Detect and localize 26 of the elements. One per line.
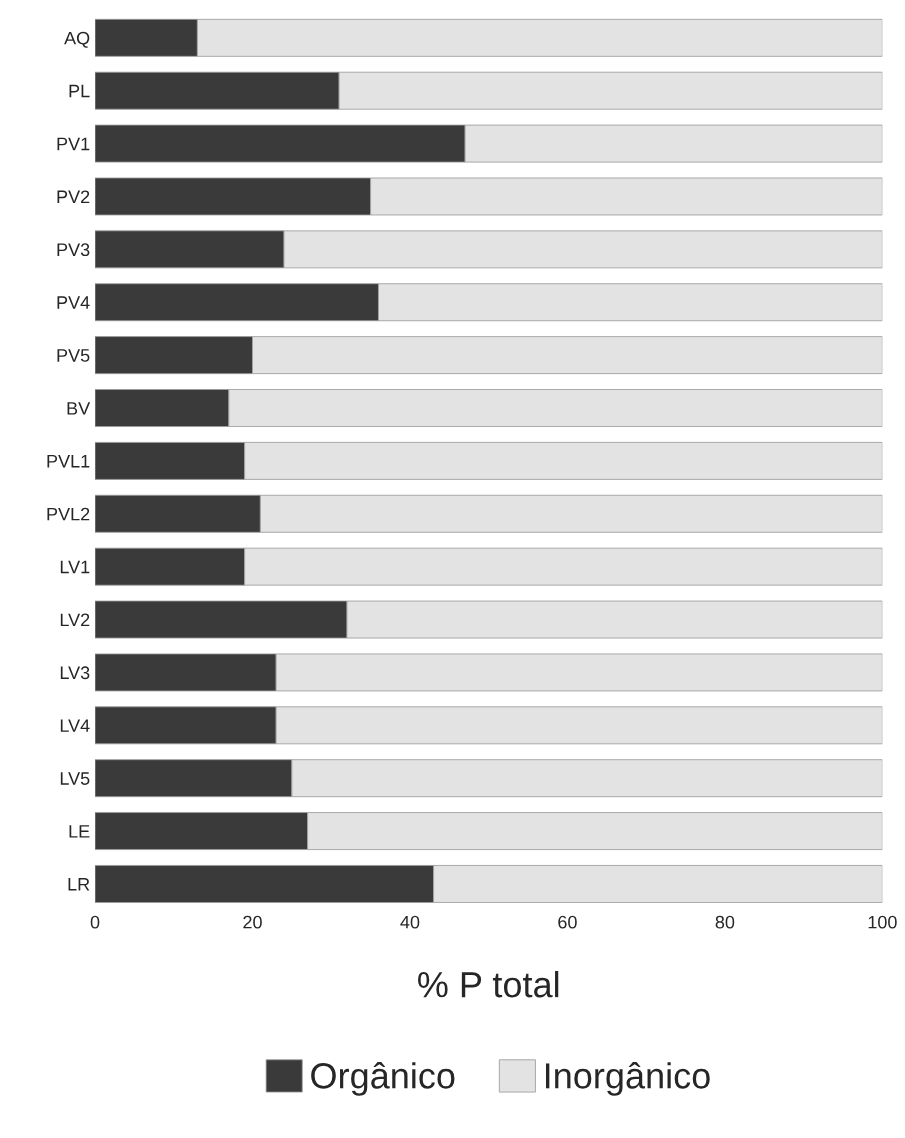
x-tick-label: 80 [715, 915, 735, 929]
y-tick-label: PV2 [57, 190, 90, 204]
y-tick-label: PV1 [57, 137, 90, 151]
y-tick-label: LV3 [60, 666, 90, 680]
x-axis-title: % P total [418, 970, 559, 998]
y-tick-label: PVL1 [47, 455, 90, 468]
y-tick-label: LV1 [60, 560, 90, 574]
x-tick-label: 40 [400, 915, 420, 929]
legend-label: Orgânico [311, 1062, 455, 1096]
legend-label: Inorgânico [545, 1062, 710, 1096]
y-tick-label: LE [69, 825, 90, 838]
y-tick-label: BV [67, 402, 91, 415]
y-tick-label: PV5 [57, 349, 90, 362]
y-tick-label: LV2 [60, 613, 90, 627]
y-tick-label: PVL2 [47, 507, 90, 521]
x-tick-label: 20 [243, 915, 262, 929]
y-tick-label: LV5 [60, 772, 90, 785]
y-tick-label: LR [68, 878, 90, 891]
x-tick-label: 100 [868, 915, 897, 929]
y-tick-label: PV4 [57, 296, 90, 309]
y-tick-label: LV4 [60, 719, 90, 732]
y-tick-label: PV3 [57, 243, 90, 257]
x-tick-label: 0 [90, 915, 100, 929]
x-tick-label: 60 [558, 915, 577, 929]
y-tick-label: AQ [64, 31, 90, 48]
y-tick-label: PL [69, 84, 90, 98]
